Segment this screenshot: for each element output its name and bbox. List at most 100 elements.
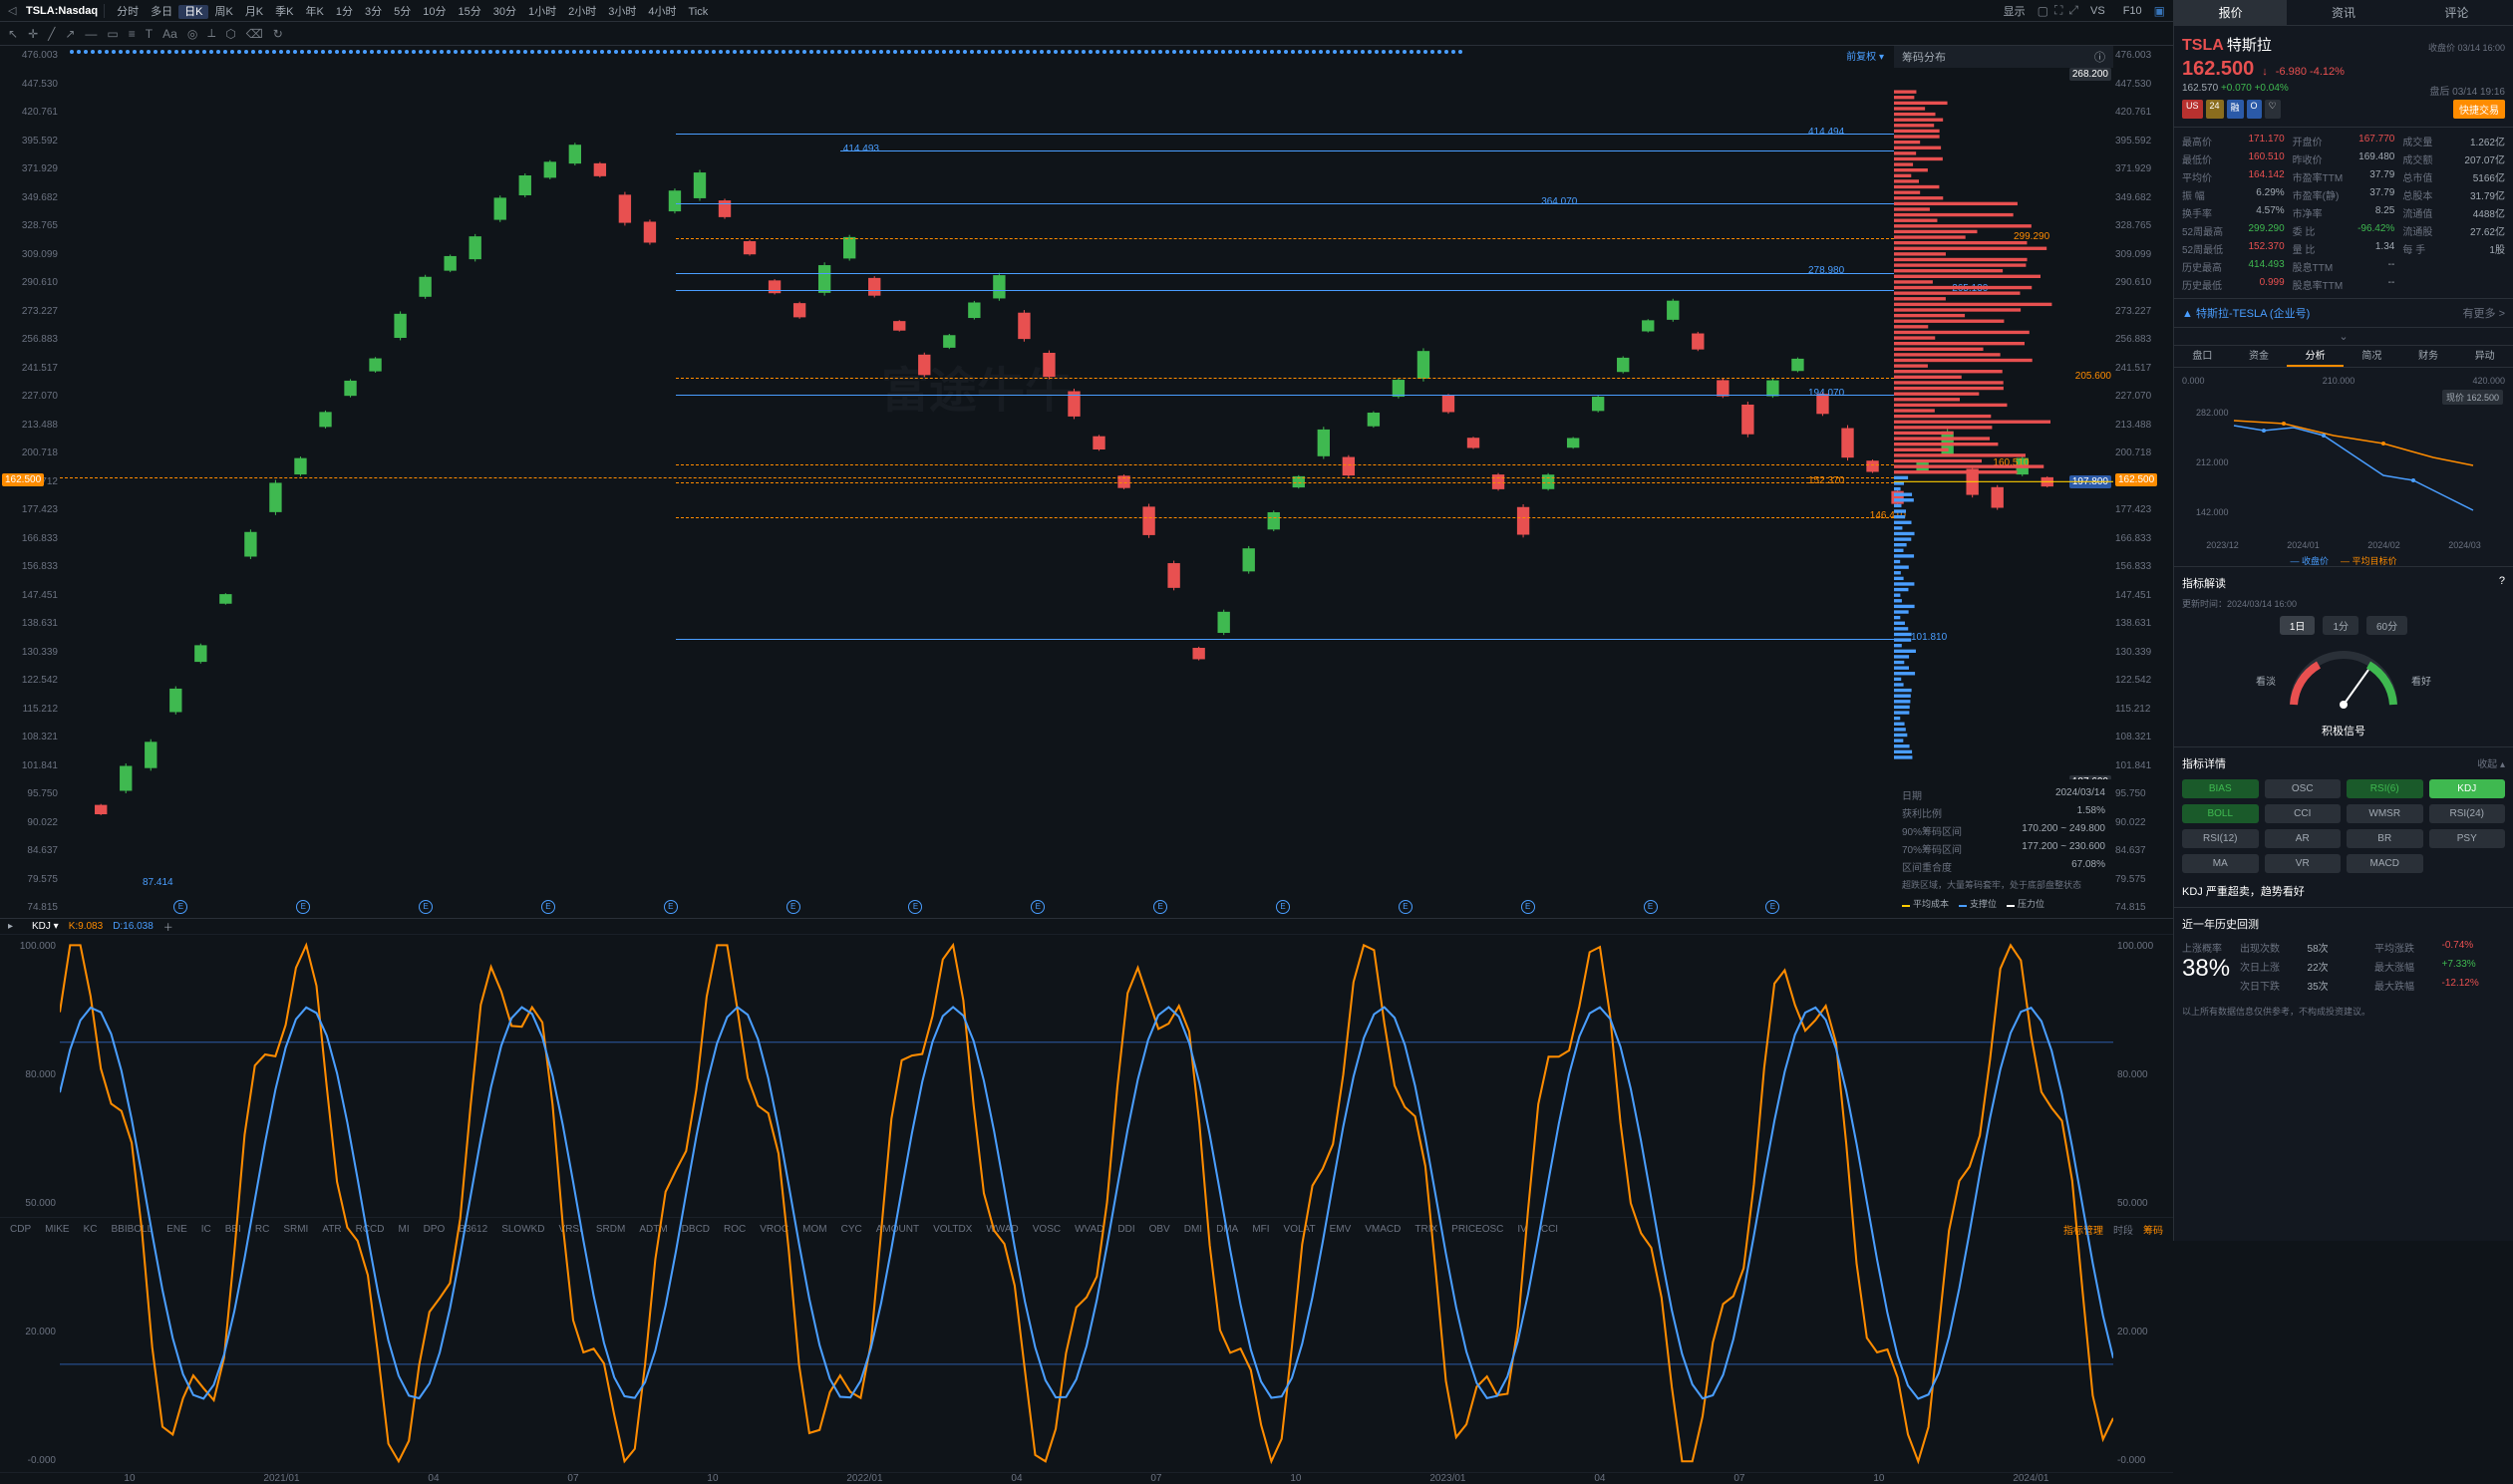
tf-1m[interactable]: 1分 <box>2323 616 2358 635</box>
indicator-CDP[interactable]: CDP <box>10 1224 31 1235</box>
hline-tool-icon[interactable]: — <box>85 27 97 41</box>
ind-btn-RSI(12)[interactable]: RSI(12) <box>2182 829 2259 848</box>
ind-btn-BOLL[interactable]: BOLL <box>2182 804 2259 823</box>
timeframe-30分[interactable]: 30分 <box>487 5 522 19</box>
timeframe-1分[interactable]: 1分 <box>330 5 359 19</box>
timeframe-分时[interactable]: 分时 <box>111 5 145 19</box>
timeframe-年K[interactable]: 年K <box>300 5 330 19</box>
kdj-k-value: K:9.083 <box>69 921 103 932</box>
fuquan-dropdown[interactable]: 前复权 ▾ <box>1846 48 1884 63</box>
subtab-分析[interactable]: 分析 <box>2287 346 2344 367</box>
ind-btn-MA[interactable]: MA <box>2182 854 2259 873</box>
stock-header: TSLA 特斯拉 收盘价 03/14 16:00 162.500 ↓ -6.98… <box>2174 26 2513 128</box>
chip-toggle[interactable]: 筹码 <box>2143 1222 2163 1237</box>
mini-chart[interactable]: 0.000210.000420.000 现价 162.500 282.000 2… <box>2174 368 2513 567</box>
symbol-label[interactable]: TSLA:Nasdaq <box>26 5 98 17</box>
ind-btn-MACD[interactable]: MACD <box>2347 854 2423 873</box>
info-icon[interactable]: ⓘ <box>2094 49 2105 65</box>
collapse-detail[interactable]: 收起 ▴ <box>2477 755 2505 771</box>
subtab-盘口[interactable]: 盘口 <box>2174 346 2231 367</box>
mini-y1: 282.000 <box>2196 408 2229 418</box>
magnet-tool-icon[interactable]: ⬡ <box>225 27 235 41</box>
ind-btn-VR[interactable]: VR <box>2265 854 2342 873</box>
time-segment[interactable]: 时段 <box>2113 1222 2133 1237</box>
timeframe-Tick[interactable]: Tick <box>682 5 714 19</box>
ind-btn-RSI(24)[interactable]: RSI(24) <box>2429 804 2506 823</box>
timeframe-4小时[interactable]: 4小时 <box>642 5 682 19</box>
quick-trade-button[interactable]: 快捷交易 <box>2453 100 2505 119</box>
timeframe-3分[interactable]: 3分 <box>359 5 388 19</box>
tab-comment[interactable]: 评论 <box>2400 0 2513 25</box>
fib-tool-icon[interactable]: ≡ <box>129 27 136 41</box>
fullscreen-icon[interactable]: ⤢ <box>2068 3 2078 18</box>
timeframe-3小时[interactable]: 3小时 <box>602 5 642 19</box>
subtab-资金[interactable]: 资金 <box>2231 346 2288 367</box>
tab-news[interactable]: 资讯 <box>2287 0 2399 25</box>
timeframe-10分[interactable]: 10分 <box>417 5 452 19</box>
indicator-interpretation: 指标解读? 更新时间：2024/03/14 16:00 1日 1分 60分 看淡… <box>2174 567 2513 747</box>
settings-icon[interactable]: ▣ <box>2154 4 2165 18</box>
timeframe-2小时[interactable]: 2小时 <box>562 5 602 19</box>
layout-icon[interactable]: ▢ <box>2038 4 2048 18</box>
current-price-tag: 162.500 <box>2 473 44 486</box>
timeframe-月K[interactable]: 月K <box>239 5 269 19</box>
ind-btn-BIAS[interactable]: BIAS <box>2182 779 2259 798</box>
timeframe-5分[interactable]: 5分 <box>388 5 417 19</box>
timeframe-1小时[interactable]: 1小时 <box>522 5 562 19</box>
top-toolbar: ◁ TSLA:Nasdaq 分时多日日K周K月K季K年K1分3分5分10分15分… <box>0 0 2173 22</box>
expand-icon[interactable]: ⛶ <box>2054 3 2062 18</box>
line-tool-icon[interactable]: ╱ <box>48 27 55 41</box>
help-icon[interactable]: ? <box>2499 575 2505 591</box>
kdj-add-icon[interactable]: ＋ <box>163 919 173 934</box>
timeframe-多日[interactable]: 多日 <box>145 5 178 19</box>
ind-btn-BR[interactable]: BR <box>2347 829 2423 848</box>
subtab-异动[interactable]: 异动 <box>2456 346 2513 367</box>
ind-btn-RSI(6)[interactable]: RSI(6) <box>2347 779 2423 798</box>
tf-60m[interactable]: 60分 <box>2366 616 2407 635</box>
font-tool-icon[interactable]: Aa <box>162 27 177 41</box>
ind-btn-WMSR[interactable]: WMSR <box>2347 804 2423 823</box>
timeframe-季K[interactable]: 季K <box>269 5 299 19</box>
cross-tool-icon[interactable]: ✛ <box>28 27 38 41</box>
company-link[interactable]: ▲ 特斯拉-TESLA (企业号)有更多 > <box>2174 299 2513 328</box>
subtab-简况[interactable]: 简况 <box>2344 346 2400 367</box>
cursor-tool-icon[interactable]: ↖ <box>8 27 18 41</box>
f10-button[interactable]: F10 <box>2117 4 2148 18</box>
rect-tool-icon[interactable]: ▭ <box>107 27 118 41</box>
badge-us: US <box>2182 100 2203 119</box>
ind-btn-KDJ[interactable]: KDJ <box>2429 779 2506 798</box>
sidebar-change: -6.980 -4.12% <box>2276 66 2345 78</box>
kdj-panel: ▸ KDJ ▾ K:9.083 D:16.038 ＋ 100.00080.000… <box>0 918 2173 1217</box>
stock-stats: 最高价171.170开盘价167.770成交量1.262亿最低价160.510昨… <box>2174 128 2513 299</box>
marker-tool-icon[interactable]: ◎ <box>187 27 197 41</box>
ind-btn-AR[interactable]: AR <box>2265 829 2342 848</box>
chart-canvas[interactable]: 前复权 ▾ − □ 富途牛牛 414.494414.493364.070299.… <box>60 46 2113 918</box>
ind-btn-CCI[interactable]: CCI <box>2265 804 2342 823</box>
current-price-tag-right: 162.500 <box>2115 473 2157 486</box>
eraser-tool-icon[interactable]: ⌫ <box>246 27 263 41</box>
timeframe-日K[interactable]: 日K <box>178 5 208 19</box>
x-axis: 102021/010407102022/010407102023/0104071… <box>0 1472 2173 1484</box>
redo-tool-icon[interactable]: ↻ <box>273 27 283 41</box>
timeframe-周K[interactable]: 周K <box>208 5 238 19</box>
back-icon[interactable]: ◁ <box>8 4 22 18</box>
show-button[interactable]: 显示 <box>1998 2 2032 20</box>
tf-1d[interactable]: 1日 <box>2280 616 2316 635</box>
timeframe-15分[interactable]: 15分 <box>452 5 486 19</box>
sidebar: 报价 资讯 评论 TSLA 特斯拉 收盘价 03/14 16:00 162.50… <box>2174 0 2513 1241</box>
trend-tool-icon[interactable]: ↗ <box>65 27 75 41</box>
kdj-canvas[interactable] <box>60 935 2113 1472</box>
ruler-tool-icon[interactable]: ⟂ <box>207 26 215 41</box>
price-chart[interactable]: 162.500 476.003447.530420.761395.592371.… <box>0 46 2173 918</box>
tab-quote[interactable]: 报价 <box>2174 0 2287 25</box>
kdj-label[interactable]: KDJ ▾ <box>32 921 59 932</box>
collapse-icon[interactable]: ⌄ <box>2174 328 2513 346</box>
vs-button[interactable]: VS <box>2084 4 2111 18</box>
y-axis-left: 162.500 476.003447.530420.761395.592371.… <box>0 46 60 918</box>
ind-btn-OSC[interactable]: OSC <box>2265 779 2342 798</box>
ind-btn-PSY[interactable]: PSY <box>2429 829 2506 848</box>
text-tool-icon[interactable]: T <box>146 27 153 41</box>
subtab-财务[interactable]: 财务 <box>2400 346 2457 367</box>
sidebar-symbol: TSLA <box>2182 37 2224 54</box>
chip-info-panel: 日期2024/03/14 获利比例1.58% 90%筹码区间170.200 ~ … <box>1894 779 2113 918</box>
